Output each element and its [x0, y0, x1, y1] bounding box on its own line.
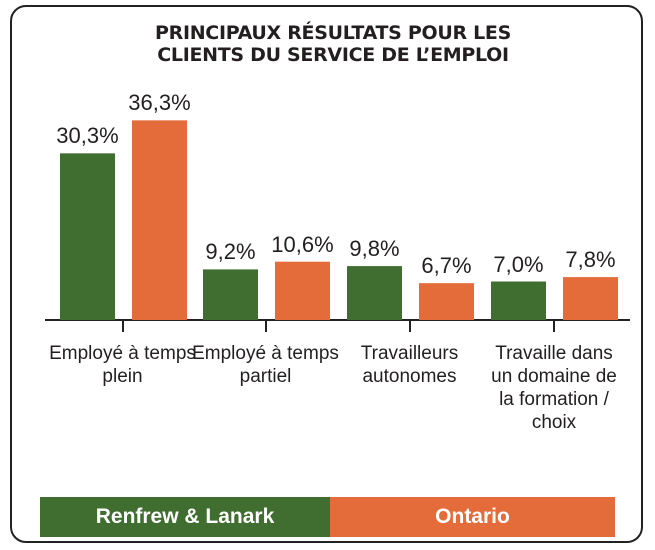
x-tick-label: Employé à temps plein: [49, 343, 196, 387]
bar: [347, 266, 402, 320]
bar: [563, 277, 618, 320]
bar: [419, 283, 474, 320]
bar: [60, 153, 115, 320]
frame: [10, 5, 643, 543]
x-tick-label: Employé à temps partiel: [192, 343, 339, 387]
value-label: 10,6%: [271, 231, 334, 257]
value-label: 30,3%: [56, 123, 119, 149]
value-label: 7,8%: [565, 247, 616, 273]
chart-title: PRINCIPAUX RÉSULTATS POUR LES CLIENTS DU…: [154, 22, 511, 66]
value-label: 6,7%: [421, 253, 472, 279]
value-label: 9,8%: [349, 236, 400, 262]
x-tick-label: Travaille dans un domaine de la formatio…: [491, 343, 617, 433]
value-label: 9,2%: [205, 239, 256, 265]
legend-entry: Renfrew & Lanark: [40, 497, 330, 537]
value-label: 7,0%: [493, 251, 544, 277]
value-label: 36,3%: [128, 90, 191, 116]
legend-entry: Ontario: [330, 497, 615, 537]
bar: [275, 261, 330, 320]
bar: [203, 269, 258, 320]
bar: [491, 281, 546, 320]
x-tick-label: Travailleurs autonomes: [360, 343, 459, 387]
bar: [132, 120, 187, 320]
